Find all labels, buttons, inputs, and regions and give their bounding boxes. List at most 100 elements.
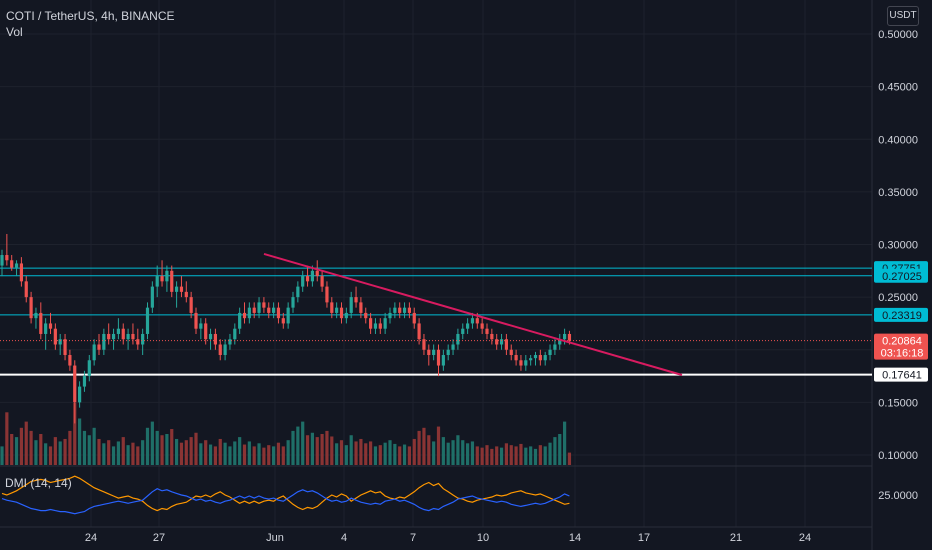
volume-bar [538,445,542,465]
candle-body [567,333,572,341]
volume-bar [276,442,281,465]
candle-body [92,344,96,361]
candle-body [524,360,528,366]
volume-bar [286,440,290,465]
volume-bar [558,434,562,465]
volume-bar [78,418,82,465]
volume-bar [10,434,14,465]
volume-bar [553,437,557,465]
candle-body [364,312,368,319]
volume-bar [213,446,217,465]
volume-bar [24,421,28,465]
volume-bar [73,403,77,465]
trendline[interactable] [263,253,683,376]
dmi-legend[interactable]: DMI (14, 14) [5,476,72,490]
volume-bar [92,427,96,465]
volume-bar [378,445,382,465]
volume-bar [247,441,251,465]
volume-bar [398,446,402,465]
horizontal-levels[interactable] [0,267,872,376]
level-price-tag [874,307,928,322]
candle-body [131,333,135,340]
candle-body [349,297,353,313]
candle-body [359,302,363,313]
volume-bar [170,429,174,465]
candle-body [441,355,445,366]
candle-body [48,323,53,329]
candle-body [499,339,504,345]
candle-body [223,344,227,356]
volume-bar [461,440,465,465]
volume-bar [373,446,378,465]
volume-bar [155,430,159,465]
volume-bar [451,440,455,465]
dmi-plus-line [1,488,570,515]
price-tick-label: 0.40000 [878,134,918,146]
descending-trendline [263,253,683,376]
price-tick-label: 0.35000 [878,187,918,199]
candle-body [393,307,397,313]
candle-body [369,318,373,329]
candle-body [141,333,145,345]
candle-body [116,328,120,334]
candle-body [68,355,72,366]
volume-bar [480,447,484,465]
price-tick-label: 0.45000 [878,82,918,94]
time-tick-label: 21 [730,532,742,544]
candle-body [398,307,402,313]
volume-bar [136,446,140,465]
volume-bar [116,441,120,465]
volume-bar [238,437,242,465]
volume-bar [44,443,48,465]
volume-bars [0,403,572,465]
volume-bar [543,446,547,465]
volume-bar [427,435,431,465]
volume-bar [339,440,344,465]
volume-bar [257,443,261,465]
price-axis[interactable]: 0.50000 0.45000 0.40000 0.35000 0.30000 0.250… [874,29,928,502]
volume-bar [184,440,188,465]
volume-bar [456,435,460,465]
volume-bar [509,445,513,465]
candle-body [427,349,431,356]
symbol-title[interactable]: COTI / TetherUS, 4h, BINANCE [6,9,175,23]
volume-bar [533,448,538,465]
volume-bar [504,443,508,465]
candle-body [102,333,106,350]
candle-body [160,276,164,282]
candle-body [461,328,465,334]
volume-bar [393,443,397,465]
volume-bar [223,442,227,465]
candle-body [82,376,87,387]
volume-bar [58,441,62,465]
candle-body [475,318,479,324]
candle-body [121,328,125,340]
currency-selector[interactable]: USDT [887,6,919,26]
volume-bar [432,441,436,465]
volume-legend[interactable]: Vol [6,25,23,39]
volume-bar [320,434,324,465]
candle-body [548,349,552,356]
volume-bar [305,435,310,465]
candle-body [563,333,567,340]
volume-bar [567,452,572,465]
time-axis[interactable]: 24 27 Jun 4 7 10 14 17 21 24 [85,532,811,544]
volume-bar [19,427,23,465]
candle-body [252,307,256,313]
candle-body [107,333,111,340]
volume-bar [97,438,101,465]
candle-body [39,312,43,334]
volume-bar [179,442,184,465]
time-tick-label: 10 [477,532,489,544]
volume-bar [102,443,106,465]
candle-body [432,349,436,356]
volume-bar [524,447,528,465]
candle-body [165,270,169,282]
time-tick-label: 24 [85,532,97,544]
volume-bar [330,436,334,465]
volume-bar [252,446,256,465]
volume-bar [499,447,504,465]
time-tick-label: 17 [638,532,650,544]
candle-body [320,276,324,287]
